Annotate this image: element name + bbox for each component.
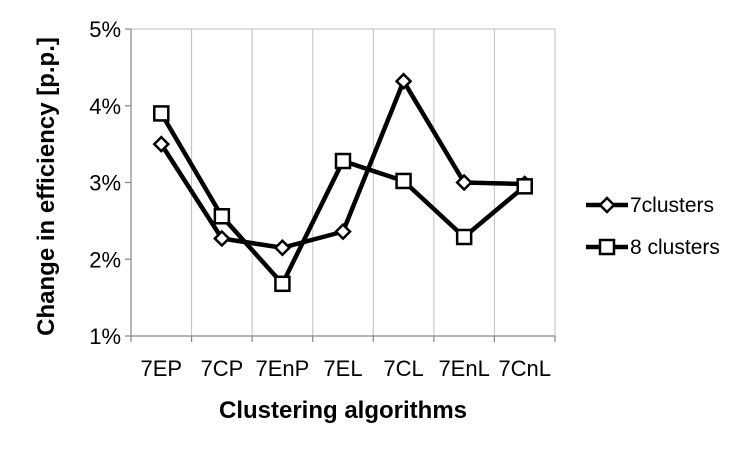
data-point-diamond bbox=[213, 229, 231, 248]
legend-marker-diamond bbox=[598, 196, 616, 214]
x-tick-label: 7EL bbox=[323, 356, 362, 381]
axes bbox=[125, 28, 556, 342]
x-tick-label: 7EnL bbox=[438, 356, 489, 381]
data-point-diamond bbox=[455, 173, 473, 192]
data-point-square bbox=[395, 172, 412, 190]
series-line bbox=[159, 112, 527, 287]
y-tick-label: 4% bbox=[89, 94, 121, 119]
x-axis-title: Clustering algorithms bbox=[219, 397, 467, 424]
y-tick-labels: 1% 2% 3% 4% 5% bbox=[89, 17, 121, 349]
x-tick-label: 7EnP bbox=[256, 356, 310, 381]
legend: 7clusters 8 clusters bbox=[586, 194, 720, 259]
y-tick-label: 2% bbox=[89, 247, 121, 272]
grid-lines bbox=[130, 28, 556, 336]
y-tick-label: 1% bbox=[89, 324, 121, 349]
data-point-square bbox=[274, 275, 291, 293]
data-point-square bbox=[455, 228, 473, 246]
data-point-diamond bbox=[334, 222, 352, 241]
data-point-square bbox=[516, 178, 533, 195]
y-tick-label: 5% bbox=[89, 17, 121, 42]
series bbox=[152, 72, 534, 293]
legend-marker-square bbox=[598, 238, 616, 256]
data-point-diamond bbox=[394, 72, 413, 90]
legend-item: 8 clusters bbox=[586, 236, 720, 259]
data-point-diamond bbox=[273, 238, 292, 257]
y-tick-label: 3% bbox=[89, 171, 121, 196]
x-tick-label: 7CnL bbox=[498, 356, 551, 381]
x-tick-label: 7EP bbox=[140, 356, 182, 381]
x-tick-label: 7CP bbox=[200, 356, 243, 381]
x-tick-labels: 7EP 7CP 7EnP 7EL 7CL 7EnL 7CnL bbox=[140, 356, 551, 381]
legend-label: 8 clusters bbox=[630, 236, 720, 259]
data-point-diamond bbox=[152, 135, 171, 153]
data-point-square bbox=[153, 105, 170, 122]
legend-item: 7clusters bbox=[586, 194, 714, 217]
data-point-square bbox=[334, 152, 352, 170]
series-2 bbox=[153, 105, 533, 293]
data-point-square bbox=[213, 208, 231, 225]
legend-label: 7clusters bbox=[630, 194, 714, 217]
y-axis-title: Change in efficiency [p.p.] bbox=[33, 37, 60, 336]
x-tick-label: 7CL bbox=[383, 356, 423, 381]
series-1 bbox=[152, 72, 534, 257]
